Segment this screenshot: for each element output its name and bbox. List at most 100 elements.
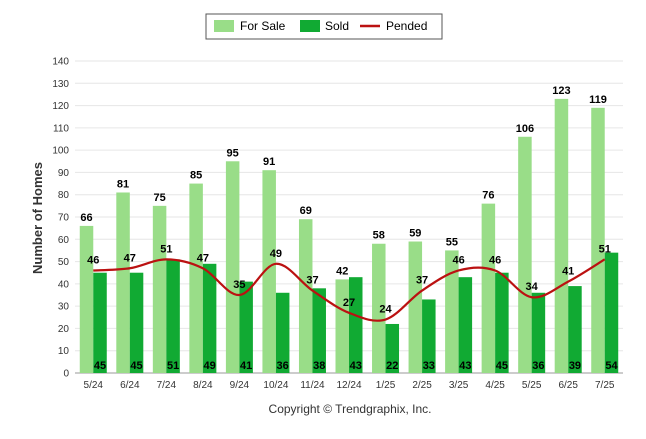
data-label-sold: 41 [240, 360, 252, 372]
data-label-for-sale: 66 [80, 212, 92, 224]
x-tick-label: 6/24 [120, 380, 140, 391]
data-label-sold: 54 [605, 360, 618, 372]
y-tick-label: 10 [58, 346, 70, 357]
data-label-sold: 43 [459, 360, 471, 372]
data-label-for-sale: 76 [482, 190, 494, 202]
bar-for-sale [116, 192, 130, 373]
x-tick-label: 2/25 [412, 380, 432, 391]
data-label-sold: 49 [203, 360, 215, 372]
data-label-sold: 45 [496, 360, 508, 372]
data-label-pended: 37 [306, 275, 318, 287]
y-tick-label: 80 [58, 190, 70, 201]
data-label-sold: 38 [313, 360, 325, 372]
x-tick-label: 11/24 [300, 380, 325, 391]
x-tick-label: 6/25 [558, 380, 578, 391]
y-axis-title: Number of Homes [30, 162, 45, 274]
data-label-sold: 39 [569, 360, 581, 372]
data-label-for-sale: 91 [263, 156, 275, 168]
data-label-pended: 46 [87, 254, 99, 266]
y-tick-label: 100 [52, 146, 69, 157]
copyright-credit: Copyright © Trendgraphix, Inc. [269, 402, 432, 416]
bar-series [79, 98, 619, 374]
bar-for-sale [79, 225, 94, 373]
bar-for-sale [408, 241, 423, 373]
bar-for-sale [298, 219, 313, 373]
bar-sold [422, 299, 436, 373]
data-label-sold: 36 [532, 360, 544, 372]
data-label-for-sale: 85 [190, 170, 202, 182]
x-tick-label: 5/25 [522, 380, 542, 391]
y-tick-label: 130 [52, 79, 69, 90]
x-tick-label: 7/25 [595, 380, 615, 391]
data-label-for-sale: 95 [227, 147, 239, 159]
bar-sold [202, 263, 217, 373]
x-tick-label: 4/25 [485, 380, 505, 391]
data-label-sold: 51 [167, 360, 179, 372]
y-tick-label: 90 [58, 168, 70, 179]
data-label-sold: 45 [130, 360, 142, 372]
bar-sold [275, 292, 290, 373]
data-label-for-sale: 69 [300, 205, 312, 217]
data-label-pended: 46 [489, 254, 501, 266]
y-tick-label: 60 [58, 235, 70, 246]
bar-sold [93, 272, 107, 373]
legend-swatch-for-sale [214, 20, 234, 32]
y-tick-label: 140 [52, 57, 69, 68]
data-label-pended: 51 [599, 243, 611, 255]
bar-sold [495, 272, 509, 373]
data-label-sold: 22 [386, 360, 398, 372]
data-label-pended: 41 [562, 266, 574, 278]
bar-sold [568, 286, 582, 373]
data-label-for-sale: 55 [446, 236, 458, 248]
legend-label-pended: Pended [386, 19, 427, 33]
data-label-for-sale: 106 [516, 123, 534, 135]
data-label-pended: 51 [160, 243, 172, 255]
bar-sold [239, 281, 253, 373]
bar-for-sale [518, 136, 532, 373]
y-tick-label: 110 [53, 123, 69, 134]
bar-for-sale [152, 205, 167, 373]
x-tick-label: 12/24 [336, 380, 361, 391]
bar-sold [312, 288, 326, 373]
bar-for-sale [591, 107, 605, 374]
bar-for-sale [554, 98, 569, 373]
data-label-pended: 49 [270, 248, 282, 260]
data-label-sold: 33 [423, 360, 435, 372]
legend: For Sale Sold Pended [205, 13, 443, 40]
data-label-pended: 35 [233, 279, 245, 291]
x-axis-ticks: 5/24 6/24 7/24 8/24 9/24 10/24 11/24 12/24 1/25 2… [84, 380, 615, 391]
data-label-for-sale: 59 [409, 228, 421, 240]
x-tick-label: 9/24 [230, 380, 250, 391]
data-label-pended: 34 [526, 281, 539, 293]
bar-for-sale [445, 250, 459, 373]
pended-line [93, 258, 606, 322]
y-tick-label: 30 [58, 302, 70, 313]
data-label-sold: 36 [277, 360, 289, 372]
x-tick-label: 7/24 [157, 380, 177, 391]
bar-sold [129, 272, 144, 373]
data-labels: 66 45 81 45 75 51 85 49 95 41 91 36 69 38 42 43 58 22 59 33… [80, 85, 618, 372]
x-tick-label: 1/25 [376, 380, 396, 391]
y-tick-label: 70 [58, 213, 70, 224]
data-label-pended: 24 [379, 304, 392, 316]
x-tick-label: 8/24 [193, 380, 213, 391]
bar-sold [385, 323, 400, 373]
legend-label-sold: Sold [325, 19, 349, 33]
data-label-for-sale: 123 [552, 85, 570, 97]
bar-sold [458, 277, 473, 373]
y-tick-label: 0 [63, 369, 69, 380]
bar-sold [349, 277, 363, 373]
data-label-pended: 27 [343, 297, 355, 309]
x-tick-label: 10/24 [263, 380, 288, 391]
data-label-pended: 47 [197, 252, 209, 264]
legend-box [205, 13, 443, 40]
data-label-sold: 43 [350, 360, 362, 372]
legend-label-for-sale: For Sale [240, 19, 286, 33]
data-label-pended: 46 [452, 254, 464, 266]
bar-for-sale [262, 170, 276, 373]
x-tick-label: 5/24 [84, 380, 104, 391]
data-label-for-sale: 119 [589, 94, 607, 106]
bar-for-sale [481, 203, 496, 373]
